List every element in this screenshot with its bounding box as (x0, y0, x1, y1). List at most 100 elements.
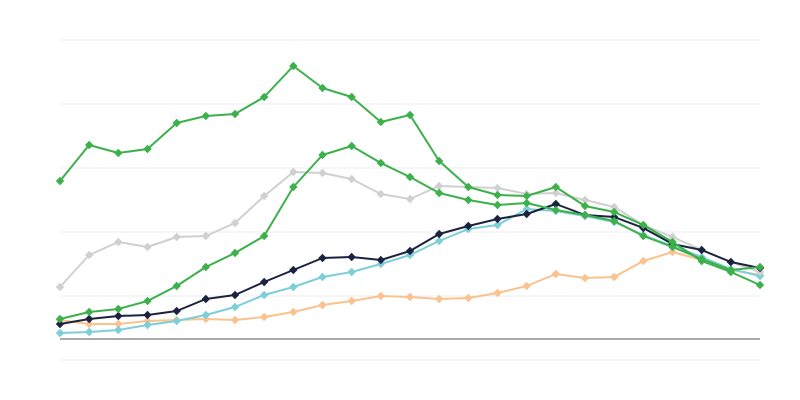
point-marker (405, 194, 415, 204)
point-marker (522, 191, 531, 201)
point-marker (464, 221, 473, 231)
point-marker (143, 320, 152, 330)
point-marker (434, 188, 444, 198)
point-marker (668, 232, 677, 242)
point-marker (230, 302, 240, 312)
point-marker (347, 267, 356, 277)
point-marker (697, 256, 706, 266)
point-marker (318, 272, 327, 282)
point-marker (580, 210, 590, 220)
point-marker (201, 310, 211, 320)
point-marker (522, 198, 531, 208)
point-marker (114, 319, 123, 329)
point-marker (172, 232, 181, 242)
point-marker (551, 205, 561, 215)
point-marker (230, 218, 240, 228)
point-marker (464, 293, 473, 303)
point-marker (609, 202, 619, 212)
point-marker (551, 269, 561, 279)
point-marker (376, 189, 386, 199)
point-marker (55, 319, 65, 329)
point-marker (609, 216, 619, 226)
point-marker (551, 199, 561, 209)
point-marker (259, 277, 269, 287)
point-marker (259, 290, 269, 300)
point-marker (639, 231, 648, 241)
point-marker (726, 267, 736, 277)
point-marker (493, 220, 502, 230)
point-marker (172, 316, 181, 326)
point-marker (84, 307, 94, 317)
point-marker (668, 242, 677, 252)
point-marker (143, 310, 152, 320)
point-marker (289, 282, 298, 292)
point-marker (580, 273, 590, 283)
point-marker (84, 250, 94, 260)
point-marker (493, 214, 502, 224)
point-marker (668, 237, 677, 247)
point-marker (143, 242, 152, 252)
point-marker (84, 327, 94, 337)
point-marker (347, 252, 356, 262)
series-line (59, 171, 761, 288)
point-marker (201, 294, 211, 304)
point-marker (493, 288, 502, 298)
point-marker (434, 229, 444, 239)
point-marker (289, 61, 298, 71)
point-marker (609, 207, 619, 217)
series-line (59, 208, 761, 334)
point-marker (172, 281, 181, 291)
point-marker (114, 237, 123, 247)
point-marker (143, 144, 152, 154)
point-marker (318, 168, 327, 178)
point-marker (114, 148, 123, 158)
point-marker (464, 182, 473, 192)
point-marker (172, 118, 181, 128)
point-marker (259, 312, 269, 322)
point-marker (172, 306, 181, 316)
point-marker (376, 291, 386, 301)
point-marker (84, 140, 94, 150)
point-marker (726, 257, 736, 267)
point-marker (201, 111, 211, 121)
point-marker (55, 328, 65, 338)
point-marker (289, 182, 298, 192)
point-marker (755, 262, 765, 272)
point-marker (522, 209, 531, 219)
point-marker (347, 92, 356, 102)
point-marker (318, 300, 327, 310)
point-marker (639, 256, 648, 266)
point-marker (376, 117, 386, 127)
point-marker (114, 311, 123, 321)
point-marker (347, 296, 356, 306)
point-marker (318, 150, 327, 160)
point-marker (668, 247, 677, 257)
point-marker (493, 183, 502, 193)
point-marker (376, 158, 386, 168)
point-marker (405, 110, 415, 120)
point-marker (639, 220, 648, 230)
point-marker (493, 200, 502, 210)
point-marker (114, 304, 123, 314)
point-marker (609, 272, 619, 282)
point-marker (405, 172, 415, 182)
point-marker (259, 92, 269, 102)
point-marker (55, 282, 65, 292)
point-marker (55, 314, 65, 324)
point-marker (143, 296, 152, 306)
point-marker (551, 188, 561, 198)
point-marker (551, 182, 561, 192)
point-marker (230, 109, 240, 119)
point-marker (405, 246, 415, 256)
point-marker (259, 231, 269, 241)
series-line (59, 203, 761, 325)
point-marker (755, 280, 765, 290)
point-marker (318, 253, 327, 263)
point-marker (376, 255, 386, 265)
point-marker (434, 236, 444, 246)
point-marker (522, 281, 531, 291)
point-marker (84, 314, 94, 324)
point-marker (580, 195, 590, 205)
